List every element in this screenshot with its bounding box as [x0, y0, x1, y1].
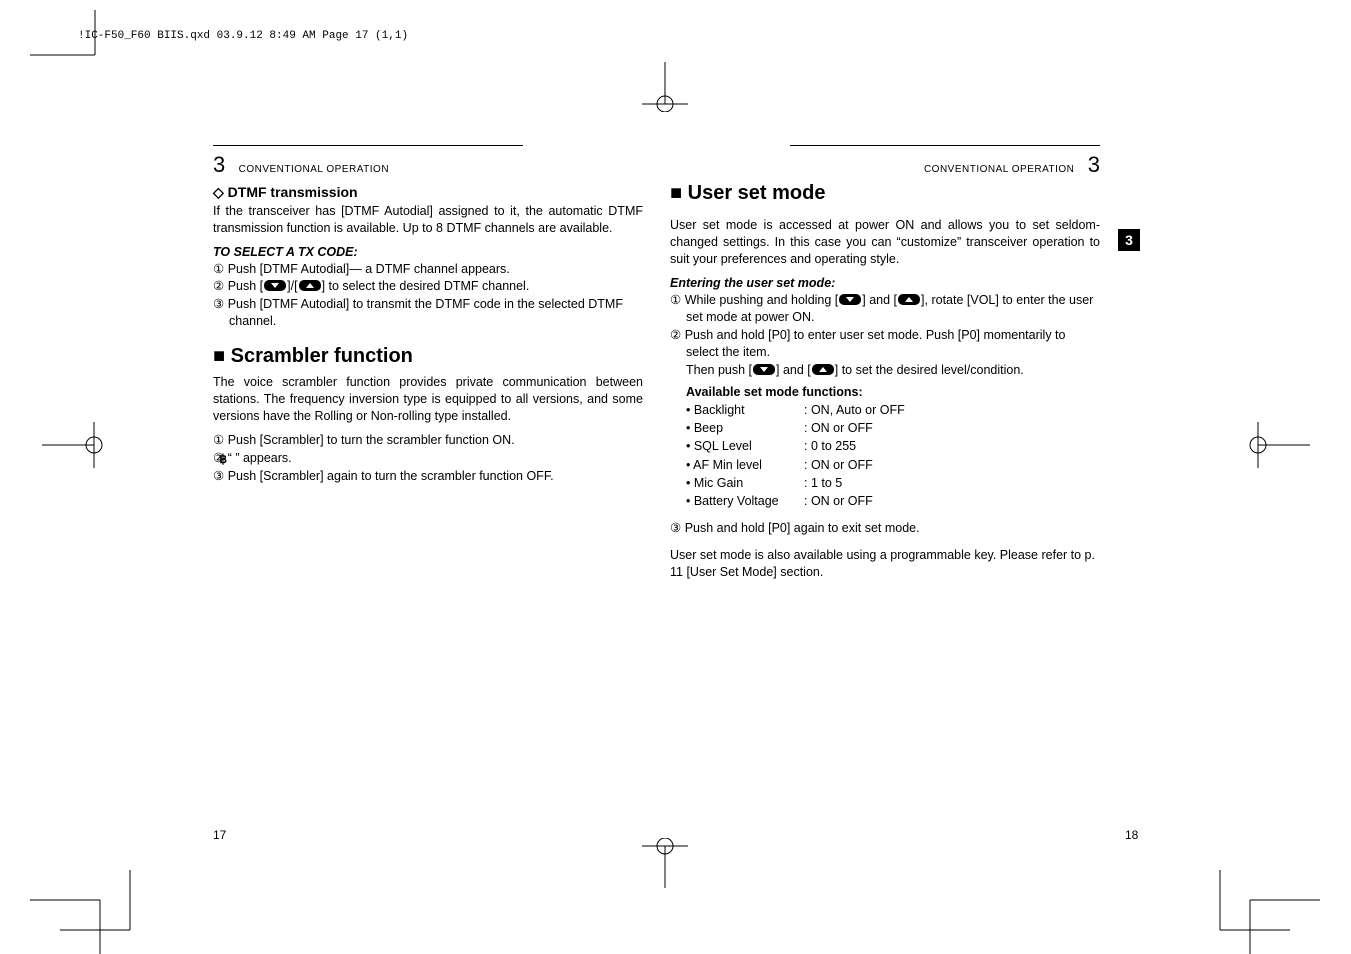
- scrambler-step-2: ② “ ฿” appears.: [213, 450, 643, 468]
- chapter-header-right: CONVENTIONAL OPERATION 3: [670, 152, 1100, 178]
- func-value: : ON or OFF: [804, 419, 873, 437]
- func-value: : 1 to 5: [804, 474, 842, 492]
- usm-step-2d: ] to set the desired level/condition.: [835, 363, 1024, 377]
- up-key-icon: [812, 364, 834, 375]
- func-label: • AF Min level: [686, 456, 804, 474]
- func-row: • Beep: ON or OFF: [686, 419, 1100, 437]
- down-key-icon: [264, 280, 286, 291]
- up-key-icon: [898, 294, 920, 305]
- func-row: • AF Min level: ON or OFF: [686, 456, 1100, 474]
- func-row: • Battery Voltage: ON or OFF: [686, 492, 1100, 510]
- func-row: • Backlight: ON, Auto or OFF: [686, 401, 1100, 419]
- circled-3b: ③: [213, 469, 224, 483]
- func-label: • Mic Gain: [686, 474, 804, 492]
- func-value: : ON, Auto or OFF: [804, 401, 905, 419]
- chapter-number-left: 3: [213, 152, 225, 178]
- func-label: • SQL Level: [686, 437, 804, 455]
- usm-step-2c: ] and [: [776, 363, 811, 377]
- dtmf-step-2b: ]/[: [287, 279, 297, 293]
- scrambler-step-2b: ” appears.: [235, 451, 291, 465]
- reg-mark-right: [1240, 400, 1310, 490]
- usm-subhead: Entering the user set mode:: [670, 276, 1100, 290]
- circled-1b: ①: [213, 433, 224, 447]
- page-number-left: 17: [213, 828, 226, 842]
- usm-step-2a: Push and hold [P0] to enter user set mod…: [685, 328, 1066, 360]
- chapter-title-right: CONVENTIONAL OPERATION: [924, 164, 1074, 175]
- circled-3c: ③: [670, 521, 681, 535]
- dtmf-step-2c: ] to select the desired DTMF channel.: [322, 279, 530, 293]
- func-value: : ON or OFF: [804, 456, 873, 474]
- dtmf-step-1: ① Push [DTMF Autodial]— a DTMF channel a…: [213, 261, 643, 279]
- usm-step-3: ③ Push and hold [P0] again to exit set m…: [670, 520, 1100, 538]
- usm-step-2-cont: Then push [ ] and [ ] to set the desired l…: [670, 362, 1100, 380]
- chapter-header-left: 3 CONVENTIONAL OPERATION: [213, 152, 643, 178]
- func-label: • Battery Voltage: [686, 492, 804, 510]
- func-label: • Beep: [686, 419, 804, 437]
- func-list: • Backlight: ON, Auto or OFF• Beep: ON o…: [670, 401, 1100, 510]
- scrambler-step-3-text: Push [Scrambler] again to turn the scram…: [228, 469, 554, 483]
- section-tab-badge: 3: [1118, 229, 1140, 251]
- left-page: 3 CONVENTIONAL OPERATION ◇ DTMF transmis…: [213, 145, 643, 485]
- down-key-icon: [753, 364, 775, 375]
- circled-3: ③: [213, 297, 224, 311]
- right-page: CONVENTIONAL OPERATION 3 ■ User set mode…: [670, 145, 1100, 581]
- scrambler-intro: The voice scrambler function provides pr…: [213, 374, 643, 425]
- chapter-title-left: CONVENTIONAL OPERATION: [239, 164, 389, 175]
- usm-step-1a: While pushing and holding [: [685, 293, 839, 307]
- func-label: • Backlight: [686, 401, 804, 419]
- up-key-icon: [299, 280, 321, 291]
- dtmf-step-3: ③ Push [DTMF Autodial] to transmit the D…: [213, 296, 643, 331]
- dtmf-step-3-text: Push [DTMF Autodial] to transmit the DTM…: [228, 297, 623, 329]
- dtmf-intro: If the transceiver has [DTMF Autodial] a…: [213, 203, 643, 237]
- func-value: : 0 to 255: [804, 437, 856, 455]
- scrambler-step-1-text: Push [Scrambler] to turn the scrambler f…: [228, 433, 515, 447]
- usm-step-2: ② Push and hold [P0] to enter user set m…: [670, 327, 1100, 362]
- usm-note: User set mode is also available using a …: [670, 547, 1100, 581]
- chapter-number-right: 3: [1088, 152, 1100, 177]
- func-value: : ON or OFF: [804, 492, 873, 510]
- dtmf-step-2: ② Push [ ]/[ ] to select the desired DTMF …: [213, 278, 643, 296]
- reg-mark-bottom: [620, 838, 710, 888]
- reg-mark-top: [620, 62, 710, 112]
- tx-code-subhead: TO SELECT A TX CODE:: [213, 245, 643, 259]
- circled-1c: ①: [670, 293, 681, 307]
- usm-step-1b: ] and [: [862, 293, 897, 307]
- usm-step-3-text: Push and hold [P0] again to exit set mod…: [685, 521, 920, 535]
- circled-2c: ②: [670, 328, 681, 342]
- down-key-icon: [839, 294, 861, 305]
- reg-mark-left: [42, 400, 112, 490]
- func-row: • SQL Level: 0 to 255: [686, 437, 1100, 455]
- crop-bottom-left: [0, 870, 160, 954]
- usm-step-2b: Then push [: [686, 363, 752, 377]
- dtmf-step-2a: Push [: [228, 279, 263, 293]
- file-header: !IC-F50_F60 BIIS.qxd 03.9.12 8:49 AM Pag…: [78, 30, 408, 42]
- crop-bottom-right: [1200, 870, 1351, 954]
- header-rule-right: [790, 145, 1100, 146]
- func-row: • Mic Gain: 1 to 5: [686, 474, 1100, 492]
- usm-step-1: ① While pushing and holding [] and [], r…: [670, 292, 1100, 327]
- dtmf-heading: ◇ DTMF transmission: [213, 184, 643, 201]
- avail-funcs-heading: Available set mode functions:: [670, 385, 1100, 399]
- scrambler-heading-text: Scrambler function: [231, 345, 413, 367]
- usm-heading: ■ User set mode: [670, 182, 1100, 205]
- circled-2: ②: [213, 279, 224, 293]
- scrambler-heading: ■ Scrambler function: [213, 345, 643, 368]
- dtmf-step-1-text: Push [DTMF Autodial]— a DTMF channel app…: [228, 262, 510, 276]
- header-rule-left: [213, 145, 523, 146]
- page-number-right: 18: [1125, 828, 1138, 842]
- usm-heading-text: User set mode: [688, 182, 826, 204]
- usm-intro: User set mode is accessed at power ON an…: [670, 217, 1100, 268]
- scrambler-step-3: ③ Push [Scrambler] again to turn the scr…: [213, 468, 643, 486]
- circled-1: ①: [213, 262, 224, 276]
- dtmf-heading-text: DTMF transmission: [228, 184, 358, 200]
- scrambler-step-1: ① Push [Scrambler] to turn the scrambler…: [213, 432, 643, 450]
